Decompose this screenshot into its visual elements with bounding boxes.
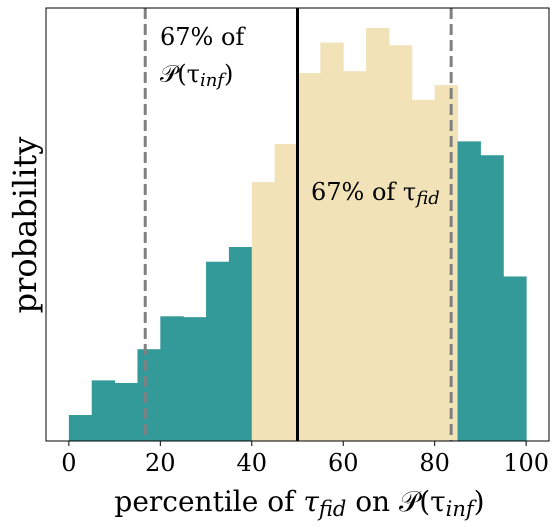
bar: [434, 85, 459, 441]
bar: [228, 247, 253, 441]
x-tick-label: 80: [419, 449, 450, 477]
text-part: 67% of τ: [311, 178, 416, 206]
y-axis-label: probability: [6, 137, 44, 314]
plot-frame: [45, 7, 550, 442]
x-tick-label: 40: [236, 449, 267, 477]
annotation: 𝒫(τinf): [160, 60, 233, 91]
x-tick-label: 60: [328, 449, 359, 477]
annotation: 67% of: [160, 23, 246, 51]
bar: [91, 380, 116, 441]
text-part: on: [346, 485, 399, 518]
text-part: inf: [446, 497, 477, 521]
bar: [297, 72, 321, 441]
bar: [206, 261, 230, 441]
bar: [388, 45, 413, 441]
annotation: 67% of τfid: [311, 178, 440, 209]
text-part: ): [224, 60, 233, 88]
bar: [183, 317, 207, 441]
text-part: fid: [414, 188, 440, 209]
bar: [160, 316, 184, 441]
bar: [68, 415, 93, 441]
text-part: 𝒫(τ: [160, 60, 200, 88]
bar: [137, 349, 161, 441]
bar: [114, 382, 138, 441]
text-part: percentile of: [114, 485, 303, 518]
text-part: 𝒫(τ: [399, 485, 446, 518]
text-part: 67% of: [160, 23, 246, 51]
bar: [366, 27, 390, 441]
x-tick-label: 20: [145, 449, 176, 477]
x-axis-label: percentile of τfid on 𝒫(τinf): [114, 485, 484, 521]
bar: [503, 276, 527, 441]
bar: [274, 143, 298, 441]
bar: [251, 182, 276, 442]
text-part: fid: [317, 497, 346, 521]
x-tick-label: 0: [61, 449, 76, 477]
text-part: τ: [303, 485, 319, 518]
bar: [411, 99, 436, 442]
text-part: ): [474, 485, 485, 518]
x-tick-label: 100: [503, 449, 549, 477]
bar: [320, 42, 344, 441]
bar: [480, 155, 504, 441]
bar: [343, 71, 367, 441]
text-part: inf: [200, 70, 227, 91]
bar: [457, 141, 481, 441]
